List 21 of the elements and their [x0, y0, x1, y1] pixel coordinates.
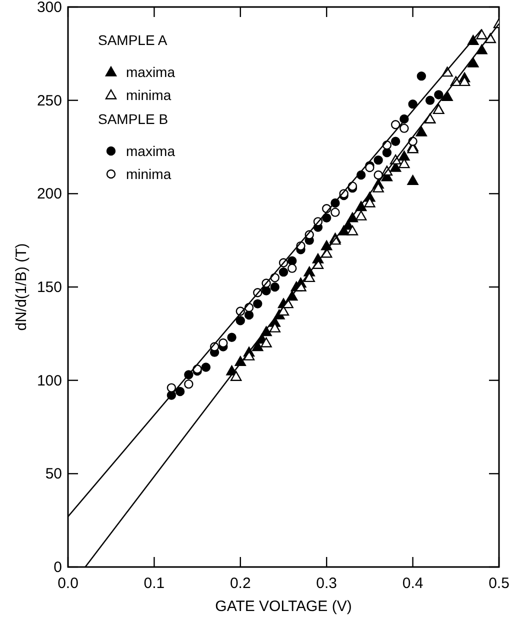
legend-label: minima [126, 166, 172, 182]
annotation: SAMPLE A [98, 32, 168, 48]
legend-label: maxima [126, 143, 176, 159]
legend-label: maxima [126, 64, 176, 80]
y-tick-label: 0 [54, 559, 62, 576]
y-tick-label: 300 [36, 0, 62, 16]
x-tick-label: 0.3 [316, 575, 338, 592]
y-tick-label: 50 [45, 466, 62, 483]
y-axis-title: dN/d(1/B) (T) [13, 243, 30, 331]
x-axis-title: GATE VOLTAGE (V) [215, 598, 352, 615]
annotation: SAMPLE B [98, 111, 168, 127]
y-tick-label: 150 [36, 279, 62, 296]
x-tick-label: 0.2 [230, 575, 251, 592]
y-tick-label: 200 [36, 186, 62, 203]
legend-label: minima [126, 87, 172, 103]
x-tick-label: 0.4 [402, 575, 424, 592]
x-tick-label: 0.1 [144, 575, 165, 592]
y-tick-label: 100 [36, 372, 62, 390]
x-tick-label: 0.5 [488, 575, 510, 592]
y-tick-label: 250 [36, 92, 62, 110]
x-tick-label: 0.0 [58, 575, 78, 592]
